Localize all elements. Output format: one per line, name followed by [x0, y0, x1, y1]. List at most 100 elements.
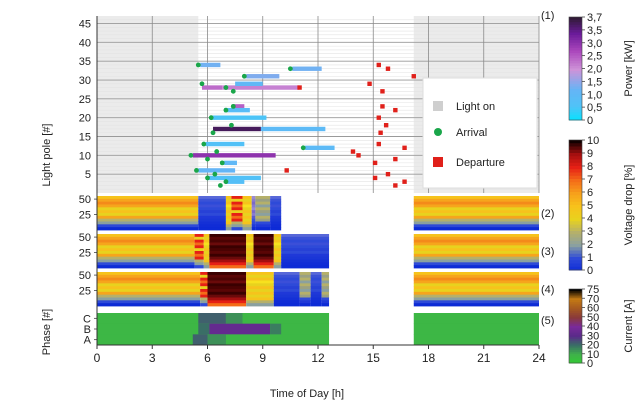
colorbar-step [569, 24, 582, 28]
voltage-cell [273, 291, 300, 296]
voltage-cell [97, 283, 201, 287]
panel-id-label: (2) [541, 208, 554, 220]
arrival-point-pole-4 [205, 175, 210, 181]
legend-departure-swatch [433, 157, 443, 167]
colorbar-step [569, 331, 582, 334]
voltage-heatmaps [97, 196, 539, 307]
legend-arrival-label: Arrival [456, 127, 487, 139]
voltage-cell [97, 265, 195, 269]
voltage-cell [194, 234, 204, 238]
voltage-cell [273, 300, 300, 304]
voltage-cell [299, 272, 311, 276]
voltage-cell [281, 256, 330, 260]
colorbar-step [569, 32, 582, 36]
colorbar-step [569, 337, 582, 340]
colorbar-step [569, 250, 582, 255]
colorbar-step [569, 208, 582, 212]
voltage-cell [273, 272, 300, 276]
voltage-cell [200, 272, 208, 276]
voltage-cell [321, 289, 330, 293]
y-tick-label-voltage: 50 [79, 232, 91, 244]
power-bar-pole-28 [222, 85, 300, 90]
voltage-cell [242, 201, 252, 205]
voltage-cell [299, 289, 311, 293]
colorbar-step [569, 195, 582, 199]
colorbar-step [569, 237, 582, 242]
voltage-cell [255, 198, 271, 203]
colorbar-step [569, 76, 582, 80]
power-bar-pole-29 [235, 81, 263, 86]
voltage-cell [413, 213, 539, 217]
voltage-cell [200, 280, 208, 284]
voltage-cell [273, 274, 300, 279]
voltage-cell [200, 289, 208, 293]
voltage-cell [270, 213, 282, 217]
voltage-cell [246, 280, 274, 284]
colorbar-step [569, 50, 582, 54]
voltage-cell [246, 256, 254, 260]
voltage-cell [251, 201, 256, 205]
colorbar-tick-label: 9 [587, 148, 593, 160]
voltage-cell [413, 210, 539, 214]
colorbar-step [569, 81, 582, 85]
voltage-cell [253, 242, 274, 246]
voltage-cell [246, 253, 254, 258]
colorbar-step [569, 58, 582, 62]
phase-cell-B [209, 323, 271, 335]
colorbar-step [569, 244, 582, 248]
colorbar-step [569, 201, 582, 206]
colorbar-step [569, 309, 582, 312]
phase-cell-C [198, 313, 226, 325]
voltage-cell [270, 204, 282, 208]
colorbar-step [569, 146, 582, 151]
voltage-cell [242, 210, 252, 214]
voltage-cell [273, 294, 300, 298]
power-bar-pole-6 [198, 168, 236, 173]
voltage-cell [200, 286, 208, 290]
colorbar-tick-label: 3 [587, 226, 593, 238]
voltage-cell [310, 289, 322, 293]
y-tick-label-poles: 15 [79, 132, 91, 144]
voltage-cell [310, 297, 322, 301]
voltage-cell [97, 196, 199, 200]
voltage-cell [273, 286, 300, 290]
voltage-cell [299, 283, 311, 287]
power-bar-pole-12 [305, 145, 335, 151]
voltage-cell [281, 234, 330, 238]
voltage-cell [97, 213, 199, 217]
phase-cell-C [413, 313, 539, 325]
colorbar-tick-label: 3,0 [587, 38, 602, 50]
voltage-cell [198, 224, 226, 228]
arrival-point-pole-2 [217, 183, 223, 188]
colorbar-step [569, 338, 582, 342]
voltage-cell [253, 256, 274, 260]
voltage-cell [270, 210, 282, 214]
voltage-cell [273, 253, 282, 258]
colorbar-step [569, 353, 582, 357]
colorbar-step [569, 361, 582, 364]
voltage-cell [321, 280, 330, 284]
y-tick-label-poles: 10 [79, 150, 91, 162]
colorbar-step [569, 327, 582, 331]
voltage-cell [246, 286, 274, 290]
voltage-cell [255, 201, 271, 205]
colorbar-step [569, 22, 582, 26]
voltage-cell [413, 234, 539, 238]
voltage-cell [281, 251, 330, 255]
voltage-cell [321, 300, 330, 304]
voltage-cell [413, 283, 539, 287]
voltage-cell [273, 277, 300, 281]
voltage-cell [225, 213, 232, 217]
legend-box [422, 77, 538, 189]
colorbar-step [569, 346, 582, 349]
voltage-cell [198, 196, 226, 200]
voltage-cell [253, 239, 274, 243]
voltage-cell [310, 303, 322, 307]
voltage-cell [270, 224, 282, 228]
voltage-cell [203, 251, 210, 255]
voltage-cell [413, 224, 539, 228]
colorbar-step [569, 326, 582, 329]
departure-point-pole-13 [376, 141, 381, 147]
voltage-cell [97, 224, 199, 228]
